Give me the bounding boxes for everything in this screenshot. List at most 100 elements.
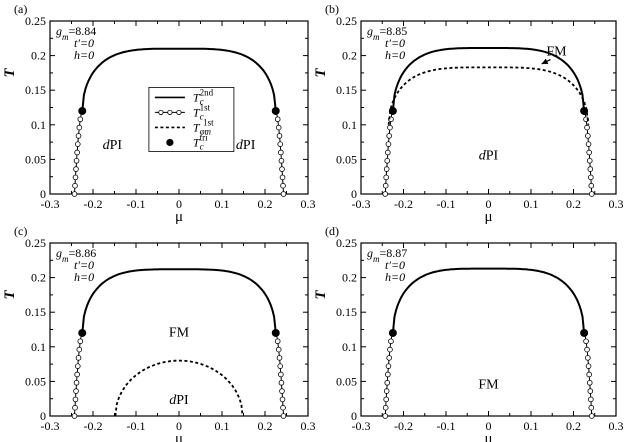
x-tick-label: 0.2: [566, 197, 581, 211]
y-tick-label: 0.15: [336, 83, 357, 97]
y-tick-label: 0.05: [336, 374, 357, 388]
tc-first-order-point: [278, 371, 284, 378]
tc-first-order-point: [75, 355, 82, 361]
tricritical-point: [271, 328, 280, 337]
y-axis-label: T: [313, 290, 329, 300]
legend-swatch-point: [167, 109, 173, 116]
y-tick-label: 0.25: [25, 236, 46, 250]
tc-first-order-point: [588, 191, 595, 197]
tc-first-order-point: [280, 404, 286, 411]
y-tick-label: 0.15: [25, 83, 46, 97]
tc-first-order-point: [584, 346, 590, 353]
chart-panel-2: -0.3 -0.2 -0.1 0 0.1 0.2 0.3 0 0.05 0.1 0.15 0.2 0.2…: [313, 2, 624, 225]
tc-first-order-point: [584, 124, 590, 131]
legend-label: Tc2nd: [193, 87, 214, 106]
tc-first-order-point: [385, 149, 391, 156]
x-axis-label: μ: [175, 209, 183, 225]
param-text: gm=8.84: [56, 24, 96, 42]
legend-label: Tctri: [193, 132, 208, 151]
tc-first-order-point: [77, 338, 84, 345]
tc-first-order-point: [588, 413, 595, 419]
x-tick-label: 0: [176, 197, 182, 211]
y-tick-label: 0: [40, 187, 46, 201]
y-axis-label: T: [2, 68, 18, 78]
tc-first-order-point: [280, 413, 287, 419]
legend-label: Tc1st: [193, 102, 211, 121]
region-label: dPI: [169, 393, 189, 408]
y-tick-label: 0.2: [342, 271, 357, 285]
tc-first-order-point: [72, 182, 78, 189]
y-tick-label: 0.2: [31, 49, 46, 63]
param-text: h=0: [74, 48, 94, 62]
y-axis-label: T: [313, 68, 329, 78]
param-text: t′=0: [74, 36, 94, 50]
tc-first-order-point: [588, 174, 594, 181]
chart-panel-4: -0.3 -0.2 -0.1 0 0.1 0.2 0.3 0 0.05 0.1 0.15 0.2 0.2…: [313, 224, 624, 442]
param-text: gm=8.86: [56, 246, 96, 264]
tc-first-order-point: [585, 133, 591, 139]
tc-first-order-point: [385, 141, 392, 147]
tc-first-order-point: [586, 149, 592, 156]
tc-first-order-point: [585, 141, 592, 147]
region-label: FM: [478, 377, 499, 392]
tc-first-order-point: [587, 388, 594, 394]
phi-m-first-order-curve: [387, 66, 590, 125]
tc-first-order-point: [73, 166, 79, 172]
tc-first-order-point: [277, 141, 284, 147]
x-tick-label: 0.2: [258, 419, 273, 433]
panel-label: (c): [14, 224, 27, 238]
x-tick-label: -0.2: [84, 197, 103, 211]
tc-first-order-point: [386, 355, 392, 361]
y-tick-label: 0.05: [336, 152, 357, 166]
tc-first-order-point: [585, 363, 592, 369]
tc-first-order-point: [276, 355, 283, 361]
tc-first-order-point: [280, 182, 286, 189]
x-tick-label: 0: [486, 419, 492, 433]
tc-first-order-point: [388, 338, 394, 345]
tricritical-point: [580, 328, 589, 337]
tc-first-order-point: [588, 396, 594, 403]
y-tick-label: 0.1: [342, 118, 357, 132]
x-tick-label: -0.1: [127, 419, 146, 433]
tc-first-order-point: [72, 174, 79, 181]
y-tick-label: 0.15: [25, 305, 46, 319]
tc-first-order-point: [385, 371, 391, 378]
tc-first-order-point: [387, 346, 393, 353]
tc-first-order-point: [73, 157, 80, 164]
tc-second-order-curve: [391, 47, 586, 112]
chart-panel-3: -0.3 -0.2 -0.1 0 0.1 0.2 0.3 0 0.05 0.1 0.15 0.2 0.2…: [2, 224, 316, 442]
param-text: h=0: [74, 270, 94, 284]
param-text: h=0: [385, 270, 405, 284]
tc-first-order-point: [383, 396, 389, 403]
x-tick-label: 0.3: [301, 419, 316, 433]
tc-first-order-point: [278, 149, 284, 156]
tc-first-order-point: [73, 379, 80, 386]
y-tick-label: 0: [351, 187, 357, 201]
tc-second-order-curve: [81, 268, 277, 334]
y-axis-label: T: [2, 290, 18, 300]
y-tick-label: 0.05: [25, 152, 46, 166]
phi-m-first-order-curve: [114, 359, 244, 417]
y-tick-label: 0.25: [336, 14, 357, 28]
region-label: dPI: [236, 138, 256, 153]
x-tick-label: -0.2: [394, 419, 413, 433]
x-tick-label: -0.1: [437, 419, 456, 433]
x-tick-label: 0.1: [524, 197, 539, 211]
region-label: dPI: [103, 138, 123, 153]
region-label: dPI: [479, 148, 499, 163]
tc-first-order-point: [587, 166, 594, 172]
tc-first-order-point: [278, 157, 285, 164]
tc-first-order-point: [588, 182, 595, 189]
tricritical-point: [271, 106, 280, 115]
tc-first-order-point: [586, 379, 593, 386]
x-tick-label: -0.2: [394, 197, 413, 211]
tc-first-order-point: [76, 124, 83, 131]
x-tick-label: -0.3: [41, 419, 60, 433]
tc-first-order-point: [74, 141, 81, 147]
tc-first-order-point: [382, 413, 389, 419]
y-tick-label: 0.2: [31, 271, 46, 285]
tc-first-order-point: [274, 338, 281, 345]
x-tick-label: 0.1: [215, 419, 230, 433]
tc-first-order-point: [382, 404, 389, 411]
